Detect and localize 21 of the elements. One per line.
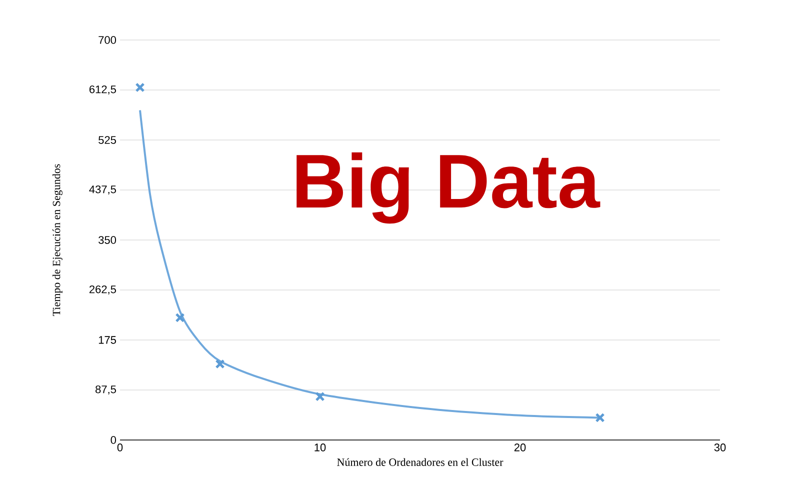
x-tick-label: 20 [514, 444, 526, 452]
y-tick-label: 87,5 [96, 385, 116, 395]
y-tick-label: 350 [98, 236, 116, 244]
y-tick-label: 437,5 [89, 185, 116, 195]
point [175, 312, 185, 322]
annotation: Big Data [296, 152, 600, 224]
y-tick-label: 525 [98, 136, 116, 144]
y-tick-label: 612,5 [90, 85, 116, 95]
x-tick-label: 10 [314, 444, 326, 452]
point [135, 82, 145, 92]
point [315, 392, 325, 402]
y-tick-label: 700 [98, 36, 116, 44]
x-tick-label: 30 [714, 444, 726, 452]
x-tick-label: 0 [117, 444, 123, 452]
y-tick-label: 0 [110, 436, 116, 444]
y-tick-label: 175 [98, 336, 116, 344]
y-axis-title: Tiempo de Ejecución en Segundos [52, 164, 62, 316]
point [595, 412, 605, 422]
y-tick-label: 262,5 [89, 285, 116, 295]
point [215, 359, 225, 369]
x-axis-title: Número de Ordenadores en el Cluster [337, 458, 504, 466]
